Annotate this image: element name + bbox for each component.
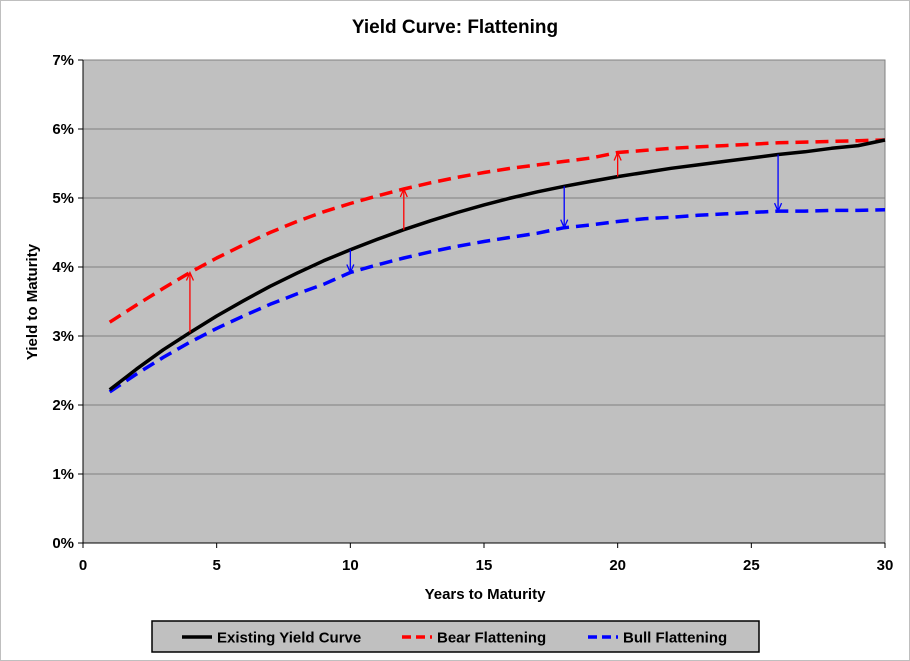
- legend-box: [151, 620, 760, 653]
- legend-label: Bear Flattening: [437, 630, 546, 647]
- y-tick-label: 1%: [52, 466, 74, 483]
- x-tick-label: 0: [79, 557, 87, 574]
- x-tick-label: 15: [476, 557, 493, 574]
- legend-item-existing-yield-curve: Existing Yield Curve: [182, 630, 361, 647]
- series-line-existing-yield-curve: [108, 138, 886, 392]
- x-tick-label: 20: [609, 557, 626, 574]
- x-tick-label: 10: [342, 557, 359, 574]
- y-tick-label: 6%: [52, 121, 74, 138]
- shift-arrow: [399, 187, 408, 230]
- y-tick-label: 7%: [52, 52, 74, 69]
- plot-area: [82, 59, 886, 544]
- shift-arrow: [613, 150, 622, 177]
- x-tick-label: 5: [212, 557, 220, 574]
- y-tick-label: 3%: [52, 328, 74, 345]
- chart-title: Yield Curve: Flattening: [352, 17, 558, 38]
- gridlines: [83, 59, 885, 475]
- x-axis-ticks: 0 5 10 15 20 25 30: [79, 542, 894, 574]
- x-axis-title: Years to Maturity: [425, 586, 547, 603]
- x-tick-label: 30: [877, 557, 894, 574]
- shift-arrow: [560, 186, 569, 230]
- legend-label: Bull Flattening: [623, 630, 727, 647]
- legend-item-bear-flattening: Bear Flattening: [402, 630, 546, 647]
- y-tick-label: 0%: [52, 535, 74, 552]
- x-tick-label: 25: [743, 557, 760, 574]
- legend-label: Existing Yield Curve: [217, 630, 361, 647]
- y-tick-label: 2%: [52, 397, 74, 414]
- shift-arrows: [185, 150, 783, 333]
- series-lines: [108, 138, 886, 394]
- y-axis-title: Yield to Maturity: [24, 243, 41, 360]
- shift-arrow: [773, 154, 783, 213]
- y-tick-label: 5%: [52, 190, 74, 207]
- shift-arrow: [346, 249, 355, 275]
- legend: Existing Yield Curve Bear Flattening Bull …: [151, 620, 760, 653]
- legend-item-bull-flattening: Bull Flattening: [588, 630, 727, 647]
- y-tick-label: 4%: [52, 259, 74, 276]
- series-line-bull-flattening: [108, 207, 886, 394]
- shift-arrow: [185, 270, 195, 333]
- series-line-bear-flattening: [108, 138, 886, 324]
- y-axis-ticks: 0% 1% 2% 3% 4% 5% 6% 7%: [52, 52, 84, 552]
